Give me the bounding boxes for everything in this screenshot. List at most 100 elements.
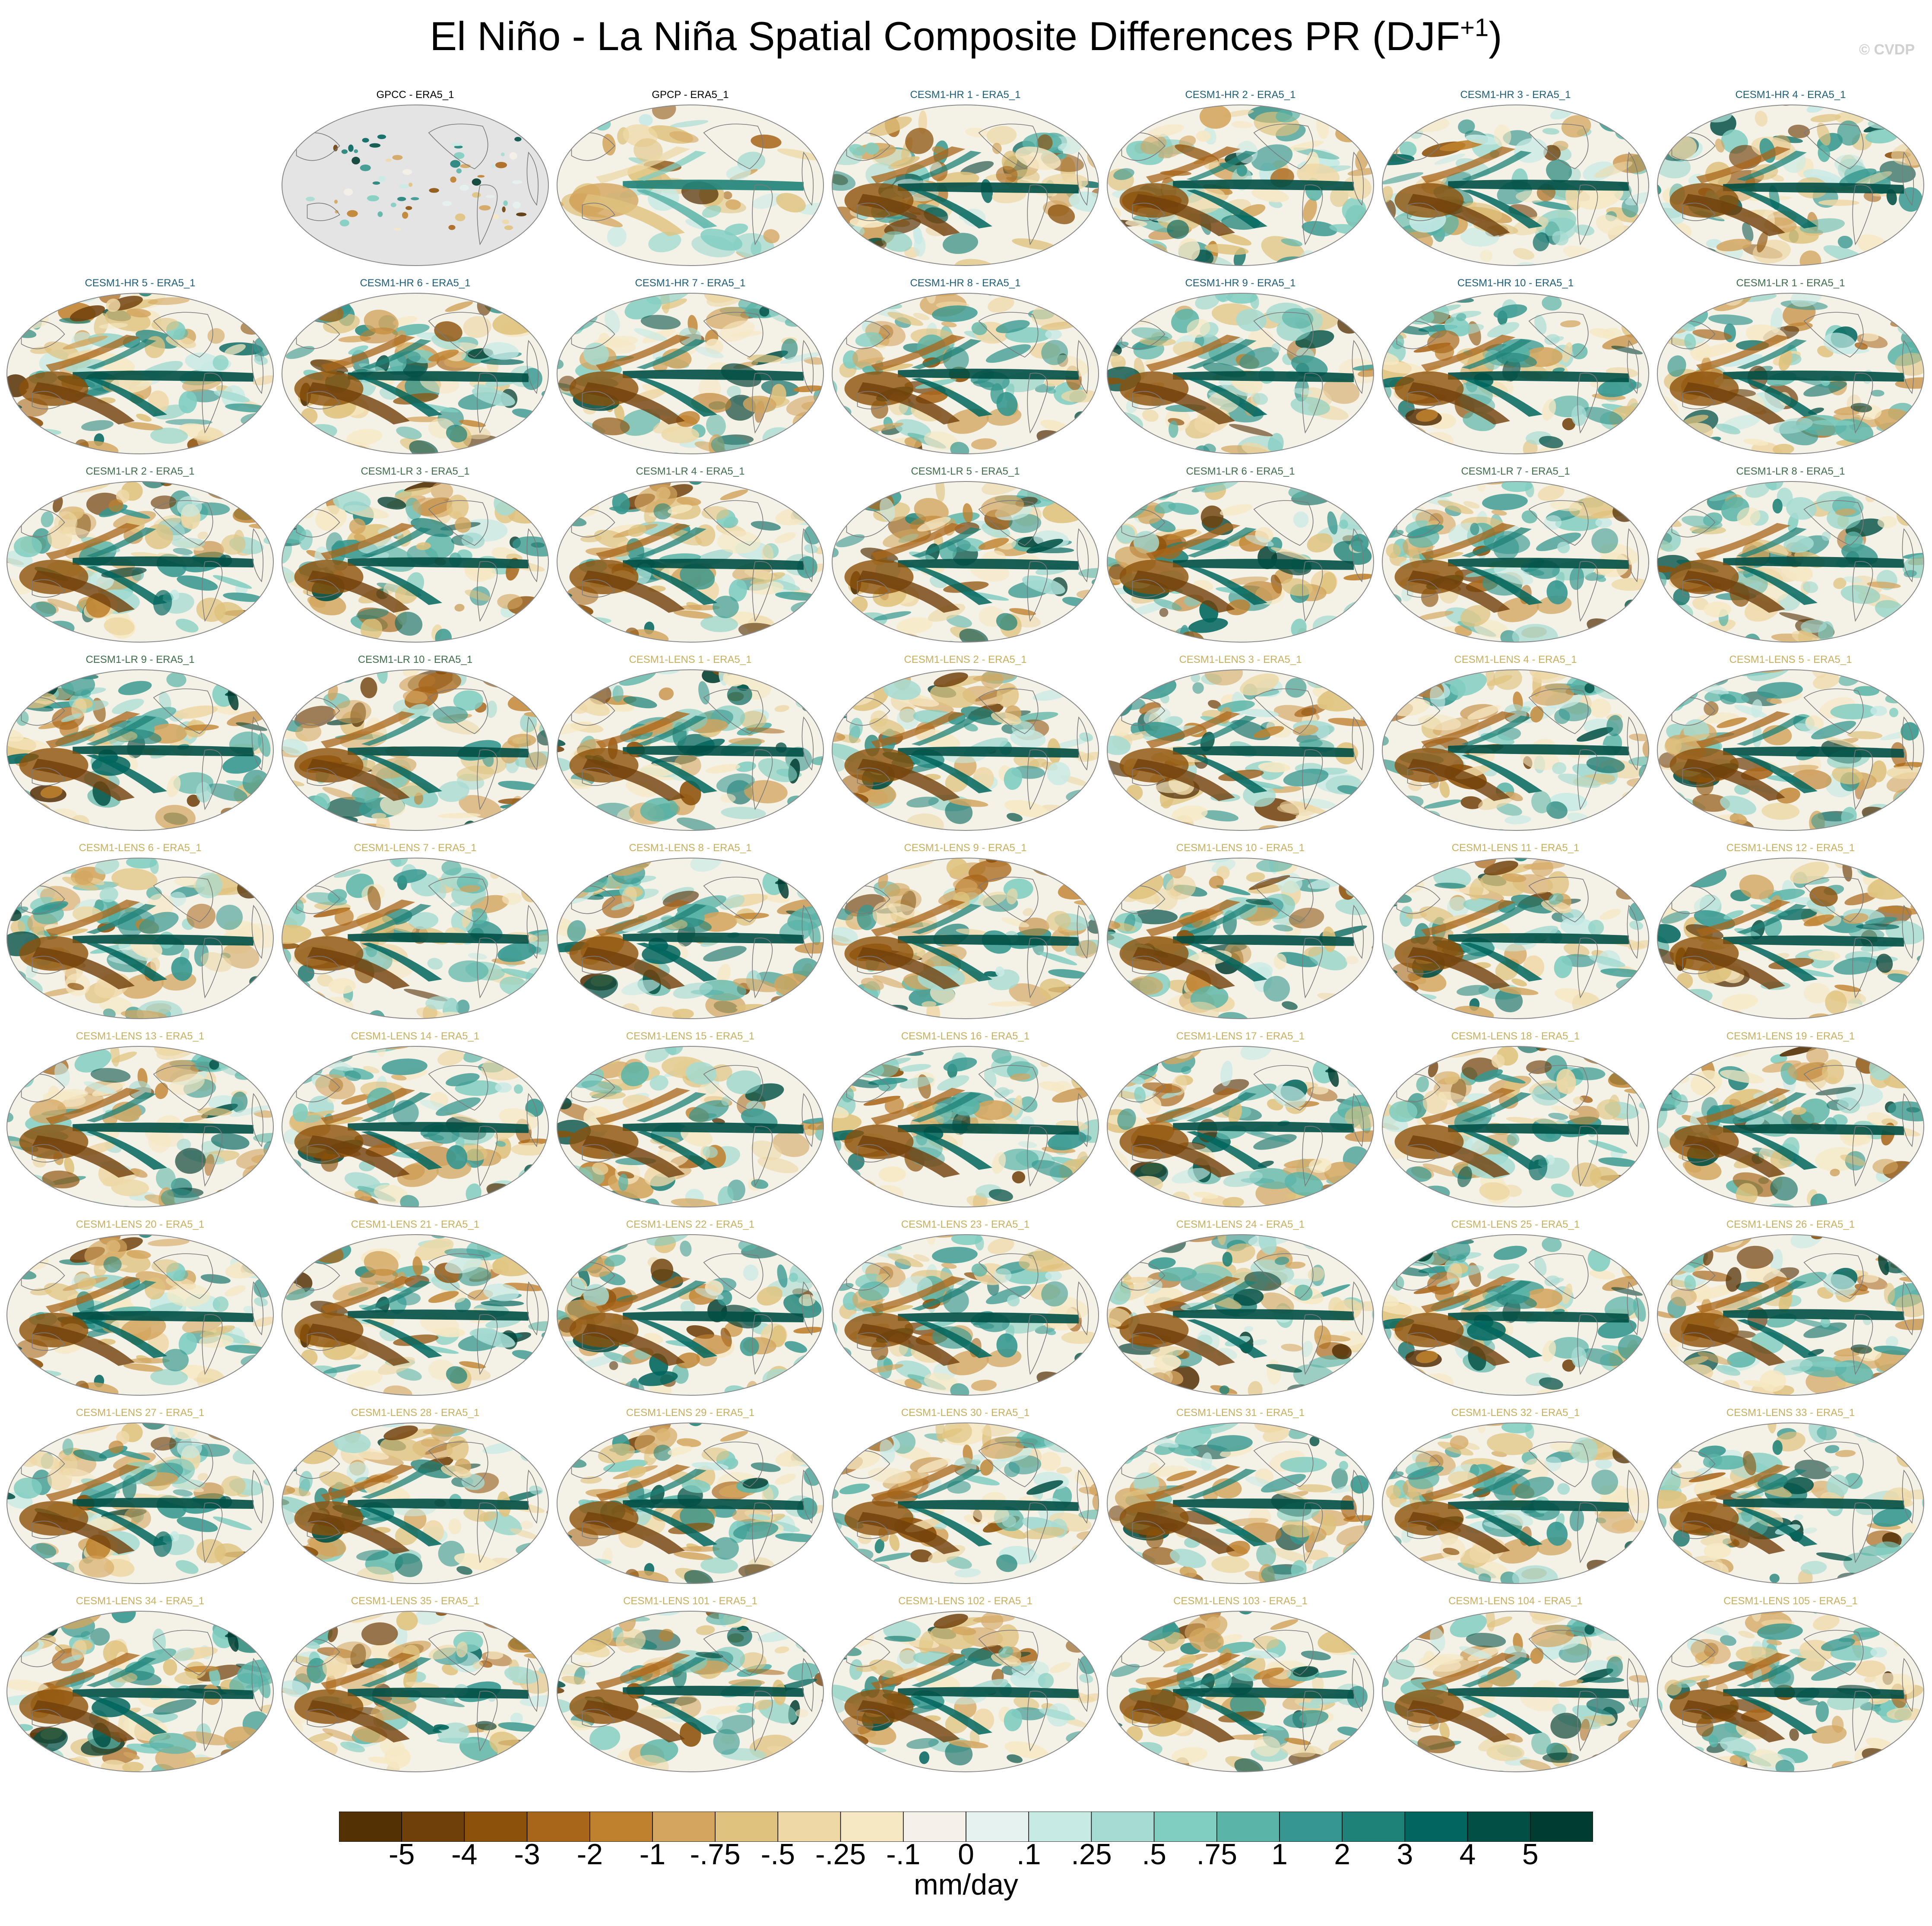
panel-title: CESM1-LENS 28 - ERA5_1 <box>351 1407 480 1419</box>
map-panel: CESM1-LENS 32 - ERA5_1 <box>1378 1406 1653 1594</box>
map-image <box>282 1046 549 1207</box>
panel-title: CESM1-LENS 20 - ERA5_1 <box>76 1219 205 1230</box>
map-panel: CESM1-LENS 24 - ERA5_1 <box>1103 1218 1378 1406</box>
map-image <box>6 858 274 1019</box>
map-image <box>832 1046 1099 1207</box>
map-panel: CESM1-HR 2 - ERA5_1 <box>1103 89 1378 276</box>
map-image <box>1107 1422 1374 1584</box>
panel-title: CESM1-LENS 11 - ERA5_1 <box>1451 842 1580 854</box>
colorbar-tick-label: -5 <box>388 1838 415 1871</box>
map-panel: GPCP - ERA5_1 <box>553 89 828 276</box>
map-panel: CESM1-LENS 5 - ERA5_1 <box>1653 653 1928 841</box>
map-panel: CESM1-LENS 7 - ERA5_1 <box>278 842 553 1030</box>
map-image <box>1657 481 1924 643</box>
colorbar-tick-label: .25 <box>1071 1838 1112 1871</box>
colorbar-tick-label: 4 <box>1459 1838 1476 1871</box>
map-image <box>557 1422 824 1584</box>
panel-title: CESM1-LENS 18 - ERA5_1 <box>1451 1030 1580 1042</box>
map-panel: CESM1-LENS 15 - ERA5_1 <box>553 1030 828 1218</box>
colorbar-swatch <box>401 1812 465 1842</box>
map-panel: CESM1-LENS 9 - ERA5_1 <box>828 842 1103 1030</box>
panel-title: CESM1-LENS 24 - ERA5_1 <box>1176 1219 1305 1230</box>
map-panel: CESM1-HR 4 - ERA5_1 <box>1653 89 1928 276</box>
map-image <box>832 669 1099 831</box>
map-image <box>1107 481 1374 643</box>
panel-title: CESM1-LENS 101 - ERA5_1 <box>623 1595 757 1607</box>
map-image <box>1657 1234 1924 1396</box>
map-panel: GPCC - ERA5_1 <box>278 89 553 276</box>
map-panel: CESM1-LENS 11 - ERA5_1 <box>1378 842 1653 1030</box>
colorbar-swatch <box>966 1812 1029 1842</box>
map-image <box>1382 858 1649 1019</box>
map-panel: CESM1-LENS 102 - ERA5_1 <box>828 1595 1103 1783</box>
map-panel: CESM1-HR 7 - ERA5_1 <box>553 277 828 465</box>
panel-title: CESM1-LR 1 - ERA5_1 <box>1736 277 1845 289</box>
panel-title: CESM1-LENS 14 - ERA5_1 <box>351 1030 480 1042</box>
map-panel: CESM1-LENS 12 - ERA5_1 <box>1653 842 1928 1030</box>
map-panel: CESM1-LENS 101 - ERA5_1 <box>553 1595 828 1783</box>
panel-title: CESM1-LR 8 - ERA5_1 <box>1736 466 1845 477</box>
panel-title: CESM1-LENS 19 - ERA5_1 <box>1726 1030 1855 1042</box>
colorbar-swatch <box>715 1812 779 1842</box>
map-image <box>6 481 274 643</box>
panel-title: CESM1-HR 10 - ERA5_1 <box>1457 277 1574 289</box>
panel-title: GPCC - ERA5_1 <box>376 89 454 101</box>
map-panel: CESM1-LENS 33 - ERA5_1 <box>1653 1406 1928 1594</box>
map-panel: CESM1-LENS 22 - ERA5_1 <box>553 1218 828 1406</box>
panel-title: CESM1-LR 9 - ERA5_1 <box>86 654 195 665</box>
map-image <box>1657 1046 1924 1207</box>
panel-title: CESM1-LR 2 - ERA5_1 <box>86 466 195 477</box>
colorbar-units: mm/day <box>914 1868 1018 1901</box>
map-image <box>832 105 1099 266</box>
map-panel: CESM1-HR 10 - ERA5_1 <box>1378 277 1653 465</box>
panel-title: CESM1-HR 4 - ERA5_1 <box>1735 89 1846 101</box>
panel-title: CESM1-HR 7 - ERA5_1 <box>635 277 746 289</box>
panel-title: CESM1-HR 5 - ERA5_1 <box>85 277 196 289</box>
colorbar-swatch <box>840 1812 904 1842</box>
colorbar-swatch <box>1216 1812 1280 1842</box>
map-image <box>1382 293 1649 454</box>
panel-title: CESM1-LENS 31 - ERA5_1 <box>1176 1407 1305 1419</box>
map-image <box>1657 669 1924 831</box>
panel-title: CESM1-LENS 29 - ERA5_1 <box>626 1407 755 1419</box>
panel-title: CESM1-LENS 32 - ERA5_1 <box>1451 1407 1580 1419</box>
colorbar-tick-label: -2 <box>576 1838 603 1871</box>
map-panel: CESM1-LENS 29 - ERA5_1 <box>553 1406 828 1594</box>
map-panel: CESM1-LENS 3 - ERA5_1 <box>1103 653 1378 841</box>
title-superscript: +1 <box>1460 13 1489 42</box>
map-image <box>1382 105 1649 266</box>
map-panel: CESM1-LENS 30 - ERA5_1 <box>828 1406 1103 1594</box>
panel-title: CESM1-LENS 8 - ERA5_1 <box>629 842 752 854</box>
colorbar-swatch <box>1530 1812 1593 1842</box>
panel-title: CESM1-LR 10 - ERA5_1 <box>358 654 473 665</box>
panel-title: CESM1-LENS 103 - ERA5_1 <box>1173 1595 1308 1607</box>
map-panel: CESM1-LENS 17 - ERA5_1 <box>1103 1030 1378 1218</box>
map-panel: CESM1-LR 5 - ERA5_1 <box>828 465 1103 653</box>
map-panel: CESM1-LR 9 - ERA5_1 <box>3 653 278 841</box>
panel-title: CESM1-LENS 23 - ERA5_1 <box>901 1219 1030 1230</box>
map-panel: CESM1-LENS 6 - ERA5_1 <box>3 842 278 1030</box>
panel-title: CESM1-LENS 2 - ERA5_1 <box>904 654 1027 665</box>
map-panel: CESM1-LENS 4 - ERA5_1 <box>1378 653 1653 841</box>
map-panel: CESM1-LENS 105 - ERA5_1 <box>1653 1595 1928 1783</box>
map-image <box>1382 1422 1649 1584</box>
map-panel: CESM1-LENS 31 - ERA5_1 <box>1103 1406 1378 1594</box>
map-panel: CESM1-LENS 25 - ERA5_1 <box>1378 1218 1653 1406</box>
map-image <box>832 481 1099 643</box>
colorbar-tick-label: .1 <box>1016 1838 1041 1871</box>
map-image <box>1107 293 1374 454</box>
map-panel: CESM1-LENS 8 - ERA5_1 <box>553 842 828 1030</box>
map-panel: CESM1-HR 3 - ERA5_1 <box>1378 89 1653 276</box>
colorbar-swatch <box>1153 1812 1217 1842</box>
colorbar-swatch <box>1467 1812 1531 1842</box>
map-panel: CESM1-LENS 35 - ERA5_1 <box>278 1595 553 1783</box>
panel-title: GPCP - ERA5_1 <box>652 89 729 101</box>
map-panel: CESM1-LENS 1 - ERA5_1 <box>553 653 828 841</box>
map-image <box>282 481 549 643</box>
colorbar-swatch <box>652 1812 716 1842</box>
map-image <box>6 1611 274 1772</box>
map-image <box>282 293 549 454</box>
map-image <box>832 1234 1099 1396</box>
map-panel: CESM1-LENS 13 - ERA5_1 <box>3 1030 278 1218</box>
panel-title: CESM1-LENS 6 - ERA5_1 <box>79 842 202 854</box>
